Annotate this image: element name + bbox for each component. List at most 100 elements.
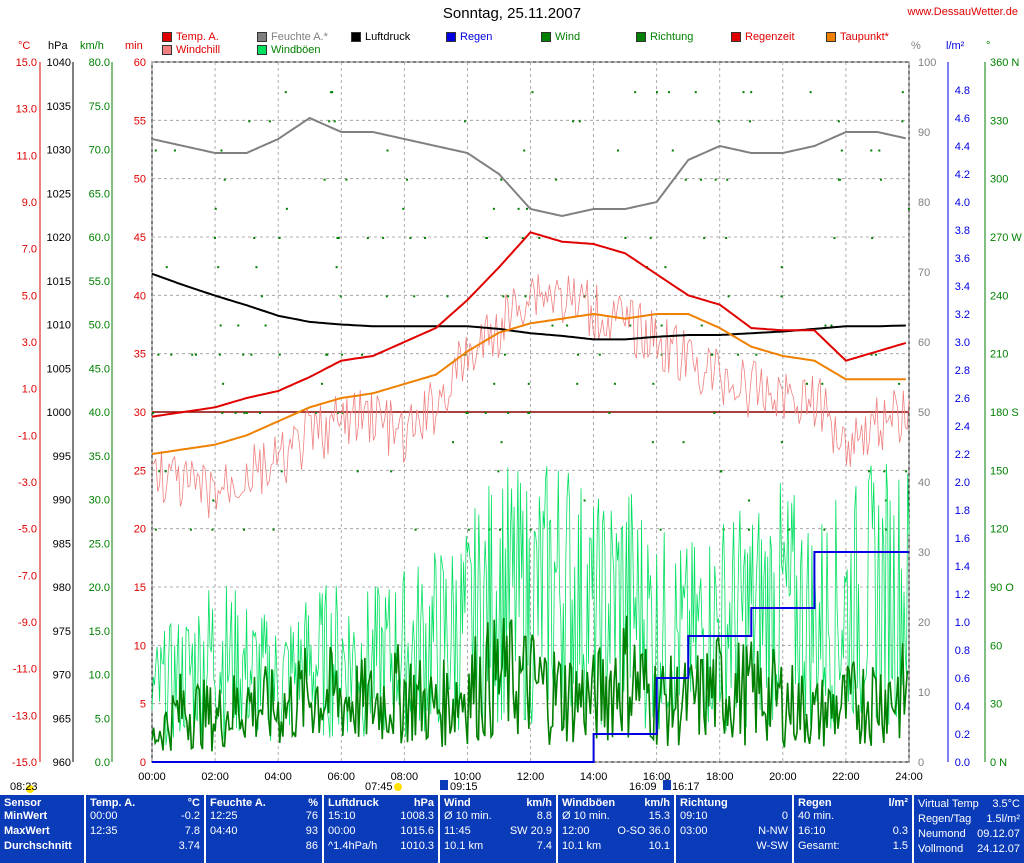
tick-direction: 360 N xyxy=(990,57,1019,69)
direction-point xyxy=(629,324,632,327)
tick-humidity: 40 xyxy=(918,477,930,489)
tick-minutes: 20 xyxy=(134,524,146,536)
direction-point xyxy=(170,353,173,356)
direction-point xyxy=(218,353,221,356)
legend-wind: Wind xyxy=(541,31,580,43)
tick-temp: 5.0 xyxy=(22,290,37,302)
direction-point xyxy=(748,499,751,502)
direction-point xyxy=(253,237,256,239)
tick-temp: -9.0 xyxy=(18,617,37,629)
direction-point xyxy=(656,91,659,94)
direction-point xyxy=(222,382,225,385)
tick-rain: 1.0 xyxy=(955,617,970,629)
moon-time-1: 08:23 xyxy=(10,781,38,793)
direction-point xyxy=(499,528,502,531)
direction-point xyxy=(382,237,385,239)
direction-point xyxy=(414,528,417,531)
tick-wind: 20.0 xyxy=(89,582,110,594)
tick-wind: 80.0 xyxy=(89,57,110,69)
direction-point xyxy=(830,324,833,327)
tick-minutes: 15 xyxy=(134,582,146,594)
direction-point xyxy=(726,178,729,181)
direction-point xyxy=(837,120,840,123)
direction-point xyxy=(577,353,580,356)
tick-rain: 1.8 xyxy=(955,505,970,517)
direction-point xyxy=(152,412,155,414)
tick-pressure: 1025 xyxy=(47,188,71,200)
tick-humidity: 0 xyxy=(918,757,924,769)
direction-point xyxy=(154,528,157,531)
tick-humidity: 100 xyxy=(918,57,936,69)
direction-point xyxy=(551,324,554,327)
tick-time: 00:00 xyxy=(138,771,166,783)
tick-minutes: 60 xyxy=(134,57,146,69)
direction-point xyxy=(608,412,611,414)
tick-temp: -13.0 xyxy=(12,710,37,722)
direction-point xyxy=(173,149,176,152)
tick-minutes: 25 xyxy=(134,465,146,477)
tick-rain: 1.4 xyxy=(955,561,970,573)
direction-point xyxy=(651,441,654,444)
moonrise-icon xyxy=(663,780,671,790)
tick-rain: 1.6 xyxy=(955,533,970,545)
direction-point xyxy=(492,207,495,210)
tick-rain: 2.4 xyxy=(955,421,970,433)
tick-direction: 210 xyxy=(990,349,1008,361)
tick-humidity: 20 xyxy=(918,617,930,629)
direction-point xyxy=(500,441,503,444)
direction-point xyxy=(242,353,245,356)
direction-point xyxy=(211,528,214,531)
tick-minutes: 35 xyxy=(134,349,146,361)
tick-wind: 0.0 xyxy=(95,757,110,769)
direction-point xyxy=(523,149,526,152)
tick-pressure: 975 xyxy=(53,626,71,638)
legend-windchill: Windchill xyxy=(162,44,220,56)
tick-temp: 1.0 xyxy=(22,384,37,396)
moon-time-2: 09:15 xyxy=(450,781,478,793)
tick-pressure: 1020 xyxy=(47,232,71,244)
direction-point xyxy=(339,295,342,298)
direction-point xyxy=(223,178,226,181)
direction-point xyxy=(503,353,506,356)
unit-temp: °C xyxy=(18,40,31,52)
tick-minutes: 40 xyxy=(134,290,146,302)
direction-point xyxy=(788,528,791,531)
direction-point xyxy=(219,324,222,327)
direction-point xyxy=(345,178,348,181)
moon-phase-icon xyxy=(440,780,448,790)
tick-rain: 2.0 xyxy=(955,477,970,489)
direction-point xyxy=(409,237,412,239)
direction-point xyxy=(664,266,667,269)
direction-point xyxy=(326,353,329,356)
direction-point xyxy=(191,353,194,356)
direction-point xyxy=(521,237,524,239)
direction-point xyxy=(839,178,842,181)
direction-point xyxy=(234,412,237,414)
stats-temp: Temp. A. °C 00:00 -0.2 12:35 7.8 3.74 xyxy=(86,795,206,863)
direction-point xyxy=(366,237,369,239)
moon-icon xyxy=(26,785,34,793)
tick-wind: 60.0 xyxy=(89,232,110,244)
direction-point xyxy=(337,237,340,239)
tick-minutes: 55 xyxy=(134,115,146,127)
tick-wind: 45.0 xyxy=(89,363,110,375)
tick-wind: 25.0 xyxy=(89,538,110,550)
unit-humidity: % xyxy=(911,40,921,52)
direction-point xyxy=(755,353,758,356)
direction-point xyxy=(711,353,714,356)
direction-point xyxy=(617,149,620,152)
tick-temp: -1.0 xyxy=(18,430,37,442)
tick-pressure: 1005 xyxy=(47,363,71,375)
site-link[interactable]: www.DessauWetter.de xyxy=(907,6,1018,18)
direction-point xyxy=(566,324,569,327)
tick-time: 10:00 xyxy=(454,771,482,783)
tick-wind: 15.0 xyxy=(89,626,110,638)
direction-point xyxy=(905,470,908,473)
direction-point xyxy=(194,353,197,356)
tick-wind: 35.0 xyxy=(89,451,110,463)
tick-temp: 15.0 xyxy=(16,57,37,69)
direction-point xyxy=(682,441,685,444)
direction-point xyxy=(578,120,581,123)
direction-point xyxy=(527,382,530,385)
